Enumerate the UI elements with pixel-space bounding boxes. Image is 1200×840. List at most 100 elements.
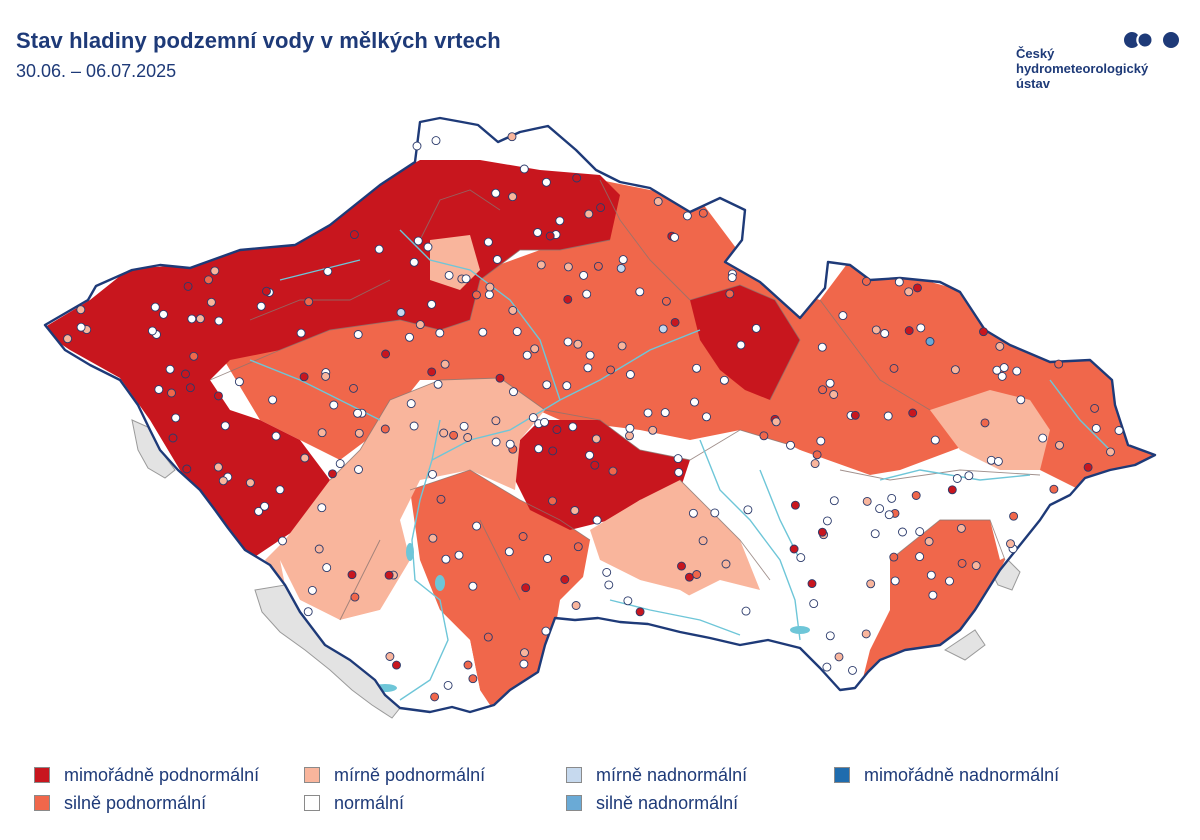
legend-label-strong-below: silně podnormální — [64, 792, 207, 813]
well-marker — [721, 559, 731, 569]
well-marker — [727, 273, 737, 283]
well-marker — [545, 231, 555, 241]
well-marker — [218, 476, 228, 486]
region-fills — [45, 118, 1155, 712]
well-marker — [260, 501, 270, 511]
well-marker — [353, 330, 363, 339]
well-marker — [76, 322, 86, 332]
well-marker — [796, 553, 806, 563]
well-marker — [409, 421, 419, 431]
well-marker — [928, 590, 938, 600]
well-marker — [381, 349, 391, 359]
well-marker — [606, 365, 616, 375]
well-marker — [570, 506, 580, 515]
region-normal — [280, 560, 480, 712]
well-marker — [1106, 447, 1115, 457]
well-marker — [321, 371, 331, 381]
well-marker — [189, 351, 199, 361]
well-marker — [861, 629, 871, 639]
well-marker — [866, 579, 876, 589]
well-marker — [427, 299, 437, 309]
well-marker — [887, 493, 897, 503]
well-marker — [536, 260, 546, 270]
well-marker — [690, 397, 699, 407]
well-marker — [322, 563, 332, 573]
well-marker — [299, 372, 309, 382]
well-marker — [736, 340, 746, 350]
logo-line-1: Český — [1016, 46, 1055, 61]
well-marker — [543, 554, 552, 563]
legend-swatch-extreme-above — [834, 767, 850, 783]
well-marker — [741, 606, 751, 616]
well-marker — [354, 428, 364, 438]
well-marker — [593, 261, 603, 271]
well-marker — [915, 552, 925, 562]
well-marker — [916, 323, 926, 333]
map-legend: mimořádně podnormální silně podnormální … — [34, 764, 1174, 824]
well-marker — [579, 270, 589, 280]
well-marker — [468, 581, 478, 591]
well-marker — [585, 350, 595, 360]
well-marker — [353, 408, 363, 418]
well-marker — [790, 500, 800, 510]
well-marker — [187, 314, 197, 324]
well-marker — [428, 533, 438, 543]
well-marker — [592, 515, 602, 525]
well-marker — [573, 542, 583, 552]
well-marker — [508, 305, 518, 315]
well-marker — [441, 554, 451, 564]
well-marker — [889, 552, 899, 562]
well-marker — [789, 544, 799, 554]
well-marker — [278, 536, 287, 546]
well-marker — [150, 302, 160, 312]
well-marker — [822, 662, 832, 672]
region-mild-below — [930, 390, 1050, 470]
well-marker — [185, 383, 195, 393]
well-marker — [1055, 440, 1064, 450]
well-marker — [206, 297, 216, 307]
well-marker — [719, 375, 729, 385]
well-marker — [508, 192, 518, 202]
legend-swatch-strong-above — [566, 795, 582, 811]
well-marker — [956, 523, 966, 533]
well-marker — [168, 433, 178, 443]
well-marker — [964, 471, 974, 481]
well-marker — [472, 521, 482, 531]
well-marker — [396, 308, 406, 317]
logo-line-3: ústav — [1016, 76, 1050, 91]
well-marker — [947, 485, 957, 495]
well-marker — [245, 478, 255, 488]
well-marker — [568, 422, 578, 432]
well-marker — [409, 257, 419, 267]
well-marker — [210, 266, 220, 276]
well-marker — [296, 328, 306, 338]
well-marker — [563, 294, 573, 304]
well-marker — [323, 266, 333, 276]
czech-national-border — [43, 116, 1157, 714]
well-marker — [674, 467, 684, 477]
well-marker — [234, 377, 244, 387]
well-marker — [415, 320, 425, 330]
legend-item-strong-below: silně podnormální — [34, 792, 206, 814]
well-marker — [384, 570, 394, 580]
well-marker — [904, 287, 914, 297]
well-marker — [884, 510, 894, 520]
well-marker — [688, 508, 698, 518]
well-marker — [573, 339, 583, 349]
well-marker — [528, 413, 538, 423]
well-marker — [507, 132, 517, 142]
well-marker — [518, 532, 528, 541]
well-marker — [519, 659, 529, 669]
well-marker — [616, 263, 626, 273]
well-marker — [883, 411, 893, 421]
well-marker — [848, 665, 857, 675]
well-marker — [979, 327, 988, 337]
well-marker — [204, 275, 213, 285]
chmi-logo: Český hydrometeorologický ústav — [1014, 28, 1184, 98]
well-marker — [653, 197, 663, 206]
well-marker — [423, 242, 433, 252]
well-marker — [350, 592, 360, 602]
legend-swatch-mild-below — [304, 767, 320, 783]
well-marker — [542, 380, 552, 390]
well-marker — [275, 485, 285, 495]
